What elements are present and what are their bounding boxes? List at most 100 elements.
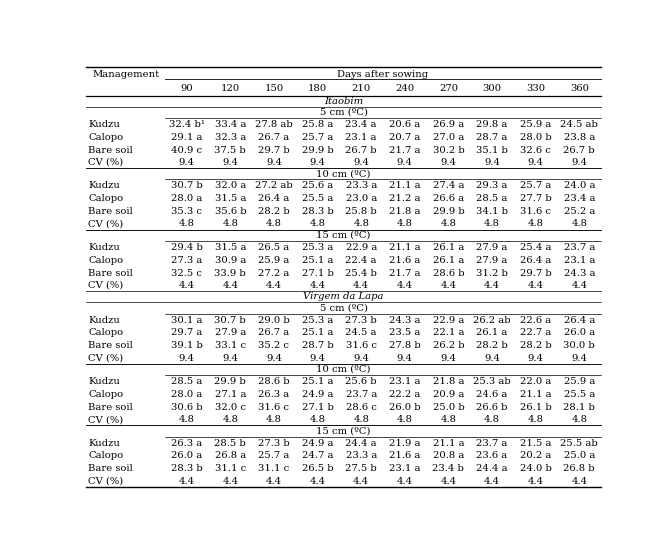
Text: 4.8: 4.8 bbox=[222, 219, 238, 229]
Text: 35.2 c: 35.2 c bbox=[258, 341, 290, 350]
Text: 4.8: 4.8 bbox=[310, 219, 326, 229]
Text: 4.4: 4.4 bbox=[397, 281, 413, 290]
Text: 31.6 c: 31.6 c bbox=[520, 207, 551, 216]
Text: 25.6 b: 25.6 b bbox=[345, 377, 377, 386]
Text: 25.1 a: 25.1 a bbox=[302, 377, 333, 386]
Text: 9.4: 9.4 bbox=[484, 158, 500, 167]
Text: 24.0 b: 24.0 b bbox=[520, 464, 551, 473]
Text: 26.7 b: 26.7 b bbox=[345, 146, 377, 155]
Text: 21.1 a: 21.1 a bbox=[520, 390, 551, 399]
Text: 21.5 a: 21.5 a bbox=[520, 438, 551, 448]
Text: 29.3 a: 29.3 a bbox=[476, 181, 508, 190]
Text: 26.6 b: 26.6 b bbox=[476, 403, 508, 412]
Text: 27.1 a: 27.1 a bbox=[215, 390, 246, 399]
Text: 21.1 a: 21.1 a bbox=[389, 181, 421, 190]
Text: 24.9 a: 24.9 a bbox=[302, 438, 333, 448]
Text: 22.6 a: 22.6 a bbox=[520, 316, 551, 324]
Text: 26.7 a: 26.7 a bbox=[258, 133, 290, 142]
Text: 21.1 a: 21.1 a bbox=[389, 243, 421, 252]
Text: 21.7 a: 21.7 a bbox=[389, 269, 421, 278]
Text: 27.5 b: 27.5 b bbox=[345, 464, 377, 473]
Text: 30.2 b: 30.2 b bbox=[433, 146, 464, 155]
Text: 4.4: 4.4 bbox=[353, 281, 369, 290]
Text: 4.8: 4.8 bbox=[179, 219, 195, 229]
Text: 23.1 a: 23.1 a bbox=[563, 256, 595, 265]
Text: 26.1 a: 26.1 a bbox=[433, 243, 464, 252]
Text: 25.8 a: 25.8 a bbox=[302, 120, 333, 129]
Text: 35.3 c: 35.3 c bbox=[171, 207, 202, 216]
Text: 26.5 b: 26.5 b bbox=[302, 464, 333, 473]
Text: 24.5 ab: 24.5 ab bbox=[561, 120, 598, 129]
Text: 9.4: 9.4 bbox=[397, 353, 413, 363]
Text: 28.1 b: 28.1 b bbox=[563, 403, 595, 412]
Text: 21.6 a: 21.6 a bbox=[389, 452, 421, 460]
Text: 4.8: 4.8 bbox=[310, 415, 326, 424]
Text: 4.4: 4.4 bbox=[484, 281, 500, 290]
Text: 26.7 b: 26.7 b bbox=[563, 146, 595, 155]
Text: 26.4 a: 26.4 a bbox=[563, 316, 595, 324]
Text: 26.2 b: 26.2 b bbox=[433, 341, 464, 350]
Text: 23.1 a: 23.1 a bbox=[389, 464, 421, 473]
Text: Calopo: Calopo bbox=[88, 256, 123, 265]
Text: 23.4 a: 23.4 a bbox=[563, 195, 595, 203]
Text: 25.9 a: 25.9 a bbox=[520, 120, 551, 129]
Text: 27.8 b: 27.8 b bbox=[389, 341, 421, 350]
Text: Kudzu: Kudzu bbox=[88, 120, 120, 129]
Text: 9.4: 9.4 bbox=[571, 158, 587, 167]
Text: 35.1 b: 35.1 b bbox=[476, 146, 508, 155]
Text: 26.0 b: 26.0 b bbox=[389, 403, 421, 412]
Text: 27.0 a: 27.0 a bbox=[433, 133, 464, 142]
Text: 30.1 a: 30.1 a bbox=[171, 316, 203, 324]
Text: 22.2 a: 22.2 a bbox=[389, 390, 421, 399]
Text: 26.8 b: 26.8 b bbox=[563, 464, 595, 473]
Text: 15 cm (ºC): 15 cm (ºC) bbox=[316, 231, 371, 240]
Text: 30.6 b: 30.6 b bbox=[171, 403, 203, 412]
Text: 27.4 a: 27.4 a bbox=[433, 181, 464, 190]
Text: 4.4: 4.4 bbox=[310, 281, 326, 290]
Text: 9.4: 9.4 bbox=[353, 158, 369, 167]
Text: 4.4: 4.4 bbox=[528, 477, 544, 486]
Text: 21.8 a: 21.8 a bbox=[433, 377, 464, 386]
Text: 26.4 a: 26.4 a bbox=[520, 256, 551, 265]
Text: 25.7 a: 25.7 a bbox=[258, 452, 290, 460]
Text: 29.0 b: 29.0 b bbox=[258, 316, 290, 324]
Text: 23.7 a: 23.7 a bbox=[476, 438, 508, 448]
Text: 27.3 a: 27.3 a bbox=[171, 256, 203, 265]
Text: 4.4: 4.4 bbox=[571, 477, 587, 486]
Text: 22.1 a: 22.1 a bbox=[433, 328, 464, 338]
Text: 26.2 ab: 26.2 ab bbox=[473, 316, 511, 324]
Text: 23.8 a: 23.8 a bbox=[563, 133, 595, 142]
Text: 23.1 a: 23.1 a bbox=[345, 133, 377, 142]
Text: 23.7 a: 23.7 a bbox=[345, 390, 377, 399]
Text: 4.8: 4.8 bbox=[353, 415, 369, 424]
Text: 24.3 a: 24.3 a bbox=[389, 316, 421, 324]
Text: 9.4: 9.4 bbox=[571, 353, 587, 363]
Text: 4.8: 4.8 bbox=[353, 219, 369, 229]
Text: 25.5 a: 25.5 a bbox=[563, 390, 595, 399]
Text: 120: 120 bbox=[221, 84, 240, 94]
Text: 27.1 b: 27.1 b bbox=[302, 269, 334, 278]
Text: 22.4 a: 22.4 a bbox=[345, 256, 377, 265]
Text: 33.4 a: 33.4 a bbox=[215, 120, 246, 129]
Text: 28.0 a: 28.0 a bbox=[171, 390, 203, 399]
Text: 28.2 b: 28.2 b bbox=[520, 341, 551, 350]
Text: 24.3 a: 24.3 a bbox=[563, 269, 595, 278]
Text: 26.3 a: 26.3 a bbox=[171, 438, 202, 448]
Text: Calopo: Calopo bbox=[88, 195, 123, 203]
Text: 31.1 c: 31.1 c bbox=[258, 464, 290, 473]
Text: 26.1 a: 26.1 a bbox=[433, 256, 464, 265]
Text: 90: 90 bbox=[181, 84, 193, 94]
Text: 150: 150 bbox=[264, 84, 284, 94]
Text: 24.7 a: 24.7 a bbox=[302, 452, 333, 460]
Text: 29.7 b: 29.7 b bbox=[258, 146, 290, 155]
Text: 31.1 c: 31.1 c bbox=[215, 464, 246, 473]
Text: 4.8: 4.8 bbox=[440, 415, 456, 424]
Text: CV (%): CV (%) bbox=[88, 353, 124, 363]
Text: 33.9 b: 33.9 b bbox=[215, 269, 246, 278]
Text: 25.2 a: 25.2 a bbox=[563, 207, 595, 216]
Text: 4.4: 4.4 bbox=[266, 477, 282, 486]
Text: 4.4: 4.4 bbox=[222, 281, 238, 290]
Text: 32.0 a: 32.0 a bbox=[215, 181, 246, 190]
Text: 20.8 a: 20.8 a bbox=[433, 452, 464, 460]
Text: 4.8: 4.8 bbox=[528, 219, 544, 229]
